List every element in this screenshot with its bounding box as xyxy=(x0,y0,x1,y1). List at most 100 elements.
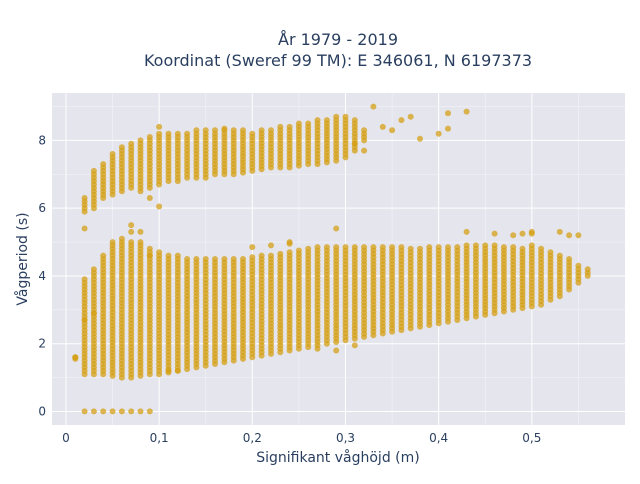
data-point xyxy=(435,244,442,251)
data-point xyxy=(81,317,88,323)
data-point xyxy=(417,135,423,142)
data-point xyxy=(137,228,144,235)
data-point xyxy=(258,127,265,134)
data-point xyxy=(81,225,88,232)
data-point xyxy=(156,123,163,130)
data-point xyxy=(118,144,125,151)
data-point xyxy=(575,232,582,239)
x-tick-label: 0,3 xyxy=(336,431,355,445)
data-point xyxy=(90,310,97,317)
data-point xyxy=(379,244,386,251)
data-point xyxy=(510,244,517,251)
x-axis-title: Signifikant våghöjd (m) xyxy=(256,449,419,466)
data-point xyxy=(202,256,209,262)
data-point xyxy=(286,249,293,256)
x-tick-label: 0 xyxy=(62,431,70,445)
data-point xyxy=(184,130,191,137)
data-point xyxy=(510,232,517,239)
data-point xyxy=(351,244,358,251)
data-point xyxy=(118,235,125,242)
data-point xyxy=(109,151,116,157)
data-point xyxy=(81,408,88,415)
data-point xyxy=(184,256,191,262)
chart-title-line-1: År 1979 - 2019 xyxy=(278,30,398,49)
data-point xyxy=(491,242,498,249)
data-point xyxy=(463,108,470,115)
data-point xyxy=(361,147,368,154)
y-tick-label: 2 xyxy=(38,337,46,351)
data-point xyxy=(221,125,228,132)
data-point xyxy=(389,244,396,251)
data-point xyxy=(90,408,97,415)
data-point xyxy=(417,245,423,252)
data-point xyxy=(277,250,284,257)
data-point xyxy=(193,256,200,262)
data-point xyxy=(249,254,256,261)
data-point xyxy=(156,130,163,137)
data-point xyxy=(445,244,451,251)
data-point xyxy=(584,266,591,273)
data-point xyxy=(482,242,489,249)
data-point xyxy=(305,120,312,127)
x-tick-label: 0,5 xyxy=(522,431,541,445)
data-point xyxy=(240,127,246,134)
data-point xyxy=(128,239,135,246)
data-point xyxy=(342,244,349,251)
data-point xyxy=(90,266,97,273)
y-axis-title: Vågperiod (s) xyxy=(14,212,31,305)
data-point xyxy=(268,127,274,134)
data-point xyxy=(333,113,340,120)
data-point xyxy=(240,256,246,262)
data-point xyxy=(333,225,340,232)
data-point xyxy=(351,117,358,124)
data-point xyxy=(314,244,321,251)
data-point xyxy=(268,252,274,259)
data-point xyxy=(426,244,433,251)
data-point xyxy=(323,117,330,124)
data-point xyxy=(100,161,107,168)
y-tick-label: 4 xyxy=(38,269,46,283)
data-point xyxy=(379,123,386,130)
data-point xyxy=(351,342,358,349)
data-point xyxy=(249,244,256,251)
data-point xyxy=(361,127,368,134)
data-point xyxy=(342,113,349,120)
data-point xyxy=(100,252,107,259)
data-point xyxy=(146,252,153,259)
data-point xyxy=(193,127,200,134)
data-point xyxy=(407,113,414,120)
x-tick-label: 0,1 xyxy=(150,431,169,445)
y-tick-label: 0 xyxy=(38,404,46,418)
data-point xyxy=(370,103,377,110)
data-point xyxy=(286,240,293,247)
data-point xyxy=(156,203,163,210)
data-point xyxy=(128,408,135,415)
data-point xyxy=(398,244,405,251)
data-point xyxy=(575,262,582,269)
data-point xyxy=(128,228,135,235)
data-point xyxy=(212,127,218,134)
data-point xyxy=(72,355,79,362)
y-tick-label: 8 xyxy=(38,133,46,147)
data-point xyxy=(547,249,554,256)
data-point xyxy=(268,242,274,249)
tick-labels: 0 0,1 0,2 0,3 0,4 0,5 0 2 4 6 8 xyxy=(38,133,541,445)
data-point xyxy=(146,245,153,252)
data-point xyxy=(221,256,228,262)
data-point xyxy=(351,140,358,147)
data-point xyxy=(230,127,237,134)
data-point xyxy=(314,117,321,124)
data-point xyxy=(118,408,125,415)
data-point xyxy=(398,117,405,124)
data-point xyxy=(528,230,535,237)
data-point xyxy=(146,408,153,415)
data-point xyxy=(249,130,256,137)
data-point xyxy=(538,245,545,252)
data-point xyxy=(445,110,451,117)
data-point xyxy=(174,252,181,259)
data-point xyxy=(370,244,377,251)
data-point xyxy=(556,252,563,259)
chart-title-line-2: Koordinat (Sweref 99 TM): E 346061, N 61… xyxy=(144,51,532,70)
data-point xyxy=(333,244,340,251)
